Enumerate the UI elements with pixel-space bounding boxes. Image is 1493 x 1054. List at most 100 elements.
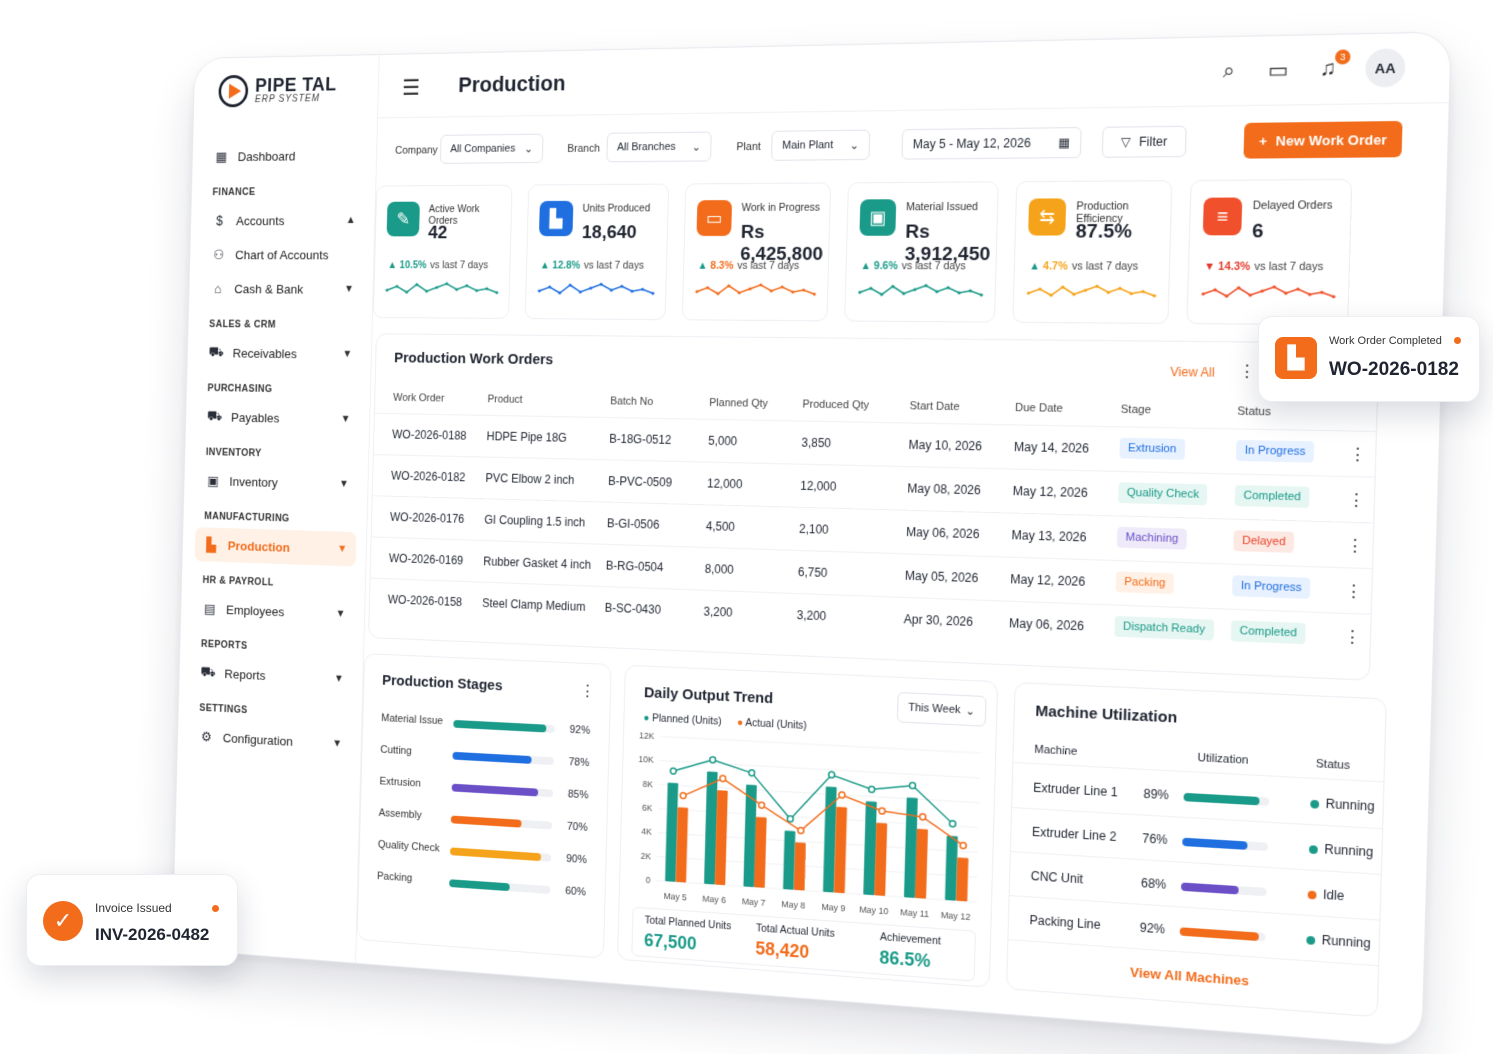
sidebar-item-accounts[interactable]: $ Accounts ▲ [203,203,365,238]
chevron-down-icon: ▼ [342,348,352,360]
sidebar-item-configuration[interactable]: ⚙ Configuration ▼ [190,719,352,762]
branch-select[interactable]: All Branches ⌄ [606,132,711,163]
nav-section-manufacturing: MANUFACTURING [195,497,357,532]
date-range-picker[interactable]: May 5 - May 12, 2026 ▦ [901,127,1081,160]
plant-label: Plant [736,141,761,153]
bell-icon[interactable]: ♫ 3 [1315,56,1342,82]
sidebar-item-receivables[interactable]: ⛟ Receivables ▼ [199,335,361,371]
work-order-toast[interactable]: ▙ Work Order Completed WO-2026-0182 [1258,316,1480,402]
row-menu-icon[interactable]: ⋮ [1345,581,1363,603]
kpi-card[interactable]: ≡ Delayed Orders 6 ▼ 14.3% vs last 7 days [1186,179,1352,325]
check-doc-icon: ✎ [387,202,420,237]
actual-point [759,802,765,808]
org-chart-icon: ⚇ [211,246,227,263]
production-stages-panel: Production Stages ⋮ Material Issue 92% Cut… [357,653,612,959]
machine-bar-track [1181,882,1267,896]
actual-point [960,842,966,848]
stage-bar-fill [452,784,538,797]
chevron-down-icon: ⌄ [524,142,533,155]
kpi-delta: ▲ 9.6% vs last 7 days [860,260,966,272]
table-cell: May 06, 2026 [1009,616,1084,633]
table-cell: May 05, 2026 [905,569,979,586]
filter-button[interactable]: ▽ Filter [1102,126,1187,158]
sidebar-item-inventory[interactable]: ▣ Inventory ▼ [196,463,358,501]
table-cell: B-SC-0430 [605,601,662,617]
chat-icon[interactable]: ▭ [1265,57,1292,83]
company-select[interactable]: All Companies ⌄ [440,134,544,164]
sparkline-point [858,291,861,294]
kpi-sparkline [385,279,500,301]
sidebar-item-payables[interactable]: ⛟ Payables ▼ [198,399,360,436]
kpi-delta-value: 8.3% [710,260,733,272]
column-header: Product [487,394,522,406]
stage-percent: 78% [569,756,590,769]
legend-actual-label: Actual (Units) [745,717,807,732]
trend-title: Daily Output Trend [644,684,773,707]
nav-section-sales: SALES & CRM [200,305,362,337]
total-actual-value: 58,420 [755,938,809,963]
sidebar-item-label: Chart of Accounts [235,247,329,261]
more-icon[interactable]: ⋮ [1238,361,1256,382]
filter-icon: ▽ [1121,135,1131,150]
sparkline-point [913,288,916,291]
period-select[interactable]: This Week ⌄ [897,692,987,727]
row-menu-icon[interactable]: ⋮ [1349,444,1367,466]
table-cell: 8,000 [705,562,734,577]
table-cell: 3,200 [703,605,732,620]
machine-percent: 76% [1142,831,1168,847]
actual-point [879,808,885,814]
table-cell: 12,000 [707,476,743,491]
table-cell: 3,200 [797,608,827,623]
invoice-toast[interactable]: ✓ Invoice Issued INV-2026-0482 [26,874,238,966]
kpi-card[interactable]: ▙ Units Produced 18,640 ▲ 12.8% vs last 7 da… [525,184,669,321]
work-orders-table: Work Order Product Batch No Planned Qty Prod… [376,382,1377,397]
kpi-delta: ▲ 4.7% vs last 7 days [1029,260,1138,273]
legend-planned-label: Planned (Units) [652,712,722,727]
box-icon: ▣ [859,199,896,236]
kpi-delta-value: 9.6% [874,260,898,272]
view-all-link[interactable]: View All [1170,365,1215,380]
factory-icon: ▙ [539,201,573,236]
sidebar-item-production[interactable]: ▙ Production ▼ [195,527,357,566]
plant-select[interactable]: Main Plant ⌄ [771,130,870,161]
kpi-delta-note: vs last 7 days [1254,261,1323,274]
sidebar-item-label: Configuration [223,730,293,748]
table-cell: Apr 30, 2026 [904,612,974,629]
table-cell: 3,850 [801,436,831,451]
kpi-card[interactable]: ⇆ Production Efficiency 87.5% ▲ 4.7% vs last… [1012,180,1172,324]
sidebar-item-chart-of-accounts[interactable]: ⚇ Chart of Accounts [202,237,364,271]
page-title: Production [458,71,566,98]
sidebar-nav: ▦ Dashboard FINANCE $ Accounts ▲ ⚇ Chart of … [190,138,367,762]
row-menu-icon[interactable]: ⋮ [1343,627,1361,649]
menu-icon[interactable]: ☰ [402,75,420,100]
nav-section-inventory: INVENTORY [197,433,359,467]
search-icon[interactable]: ⌕ [1216,58,1242,84]
y-tick-label: 0 [646,875,651,886]
table-cell: WO-2026-0176 [390,510,465,526]
kpi-sparkline [537,279,656,301]
total-planned-value: 67,500 [644,930,697,955]
status-dot [1309,845,1318,854]
list-icon: ≡ [1203,197,1243,235]
kpi-card[interactable]: ▣ Material Issued Rs 3,912,450 ▲ 9.6% vs las… [844,181,999,322]
row-menu-icon[interactable]: ⋮ [1346,535,1364,557]
more-icon[interactable]: ⋮ [580,681,596,701]
kpi-delta-value: 14.3% [1218,260,1250,273]
kpi-card[interactable]: ✎ Active Work Orders 42 ▲ 10.5% vs last 7 da… [373,185,513,319]
kpi-card[interactable]: ▭ Work in Progress Rs 6,425,800 ▲ 8.3% vs la… [682,182,831,321]
row-menu-icon[interactable]: ⋮ [1347,490,1365,512]
chevron-down-icon: ⌄ [692,140,701,153]
stage-bar-fill [453,720,546,733]
sidebar-item-dashboard[interactable]: ▦ Dashboard [204,138,366,174]
new-work-order-button[interactable]: + New Work Order [1243,121,1402,159]
status-badge: Delayed [1233,530,1294,553]
machines-col-status: Status [1316,758,1350,772]
sidebar-item-label: Payables [231,410,280,425]
sidebar-item-label: Reports [224,666,265,682]
main-content: ☰ Production ⌕ ▭ ♫ 3 AA Company All Compa… [356,32,1451,1046]
avatar[interactable]: AA [1365,48,1406,87]
sidebar-item-cash-bank[interactable]: ⌂ Cash & Bank ▼ [201,271,363,306]
arrow-up-icon: ▲ [1029,260,1043,272]
machines-title: Machine Utilization [1035,702,1177,726]
machines-col-utilization: Utilization [1197,752,1248,767]
